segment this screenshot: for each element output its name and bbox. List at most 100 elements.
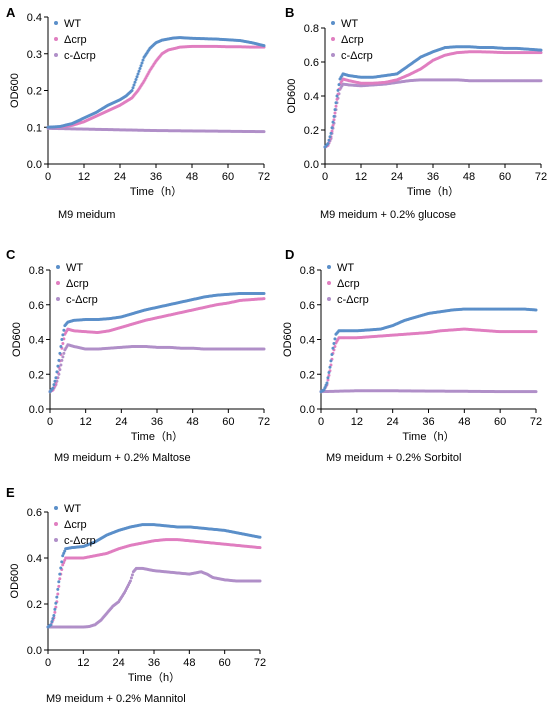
- data-point: [54, 601, 58, 605]
- data-point: [57, 584, 61, 588]
- data-point: [534, 330, 538, 334]
- data-point: [56, 592, 60, 596]
- data-point: [62, 351, 66, 355]
- data-point: [539, 79, 543, 83]
- data-point: [58, 368, 62, 372]
- panel-caption: M9 meidum + 0.2% glucose: [320, 209, 456, 221]
- panel-c: C 0.0 0.2 0.4 0.6 0.8 0 12 24 36 48 60 72 Time（h） OD60…: [6, 247, 270, 464]
- data-point: [258, 579, 262, 583]
- data-point: [54, 605, 58, 609]
- data-point: [61, 355, 65, 359]
- data-point: [60, 338, 64, 341]
- x-tick-label: 12: [78, 171, 90, 183]
- y-axis-title: OD600: [282, 322, 294, 357]
- y-tick-label: 0.3: [27, 49, 42, 61]
- data-point: [62, 551, 66, 555]
- data-point: [139, 64, 143, 68]
- series-crp-complement: [323, 78, 543, 149]
- x-tick-label: 12: [351, 416, 363, 428]
- data-point: [56, 364, 60, 368]
- y-tick-label: 0.4: [304, 91, 319, 103]
- data-point: [56, 587, 60, 591]
- legend-label: WT: [341, 18, 358, 30]
- legend-label: c-Δcrp: [64, 50, 96, 62]
- data-point: [51, 386, 55, 390]
- data-point: [539, 48, 543, 52]
- x-tick-label: 60: [222, 416, 234, 428]
- x-tick-label: 12: [355, 171, 367, 183]
- data-point: [335, 94, 339, 98]
- data-point: [333, 337, 337, 341]
- y-tick-label: 0.0: [27, 645, 42, 657]
- x-tick-label: 0: [45, 171, 51, 183]
- legend-label: Δcrp: [337, 278, 360, 290]
- data-point: [258, 546, 262, 550]
- series-wt: [46, 36, 266, 129]
- x-tick-label: 36: [151, 416, 163, 428]
- x-tick-label: 48: [187, 416, 199, 428]
- y-tick-label: 0.4: [29, 335, 44, 347]
- series-crp-mutant: [46, 538, 262, 629]
- data-point: [58, 351, 62, 355]
- data-point: [61, 333, 65, 337]
- x-tick-label: 36: [427, 171, 439, 183]
- legend-marker: [54, 506, 58, 510]
- data-point: [138, 66, 142, 70]
- data-point: [262, 291, 266, 295]
- series-wt: [319, 307, 538, 394]
- legend-label: Δcrp: [64, 519, 87, 531]
- data-point: [53, 379, 57, 383]
- y-axis-title: OD600: [9, 73, 21, 108]
- y-tick-label: 0.0: [27, 159, 42, 171]
- series-crp-complement: [48, 343, 266, 394]
- data-point: [534, 308, 538, 312]
- data-point: [539, 51, 543, 55]
- data-point: [337, 83, 341, 87]
- data-point: [262, 130, 266, 134]
- y-tick-label: 0.6: [27, 507, 42, 519]
- panel-caption: M9 meidum + 0.2% Sorbitol: [326, 452, 461, 464]
- legend-marker: [327, 265, 331, 269]
- data-point: [334, 104, 338, 108]
- data-point: [326, 142, 330, 146]
- data-point: [58, 577, 62, 581]
- legend-marker: [331, 53, 335, 57]
- data-point: [331, 123, 335, 127]
- data-point: [326, 378, 330, 382]
- panel-letter: D: [285, 247, 294, 262]
- legend-marker: [54, 21, 58, 25]
- data-point: [62, 328, 66, 332]
- panel-b: B 0.0 0.2 0.4 0.6 0.8 0 12 24 36 48 60 72 Time（h） OD60…: [285, 5, 547, 221]
- data-point: [332, 342, 336, 346]
- legend-marker: [54, 522, 58, 526]
- y-axis-title: OD600: [11, 322, 23, 357]
- y-tick-label: 0.6: [29, 300, 44, 312]
- legend-marker: [331, 37, 335, 41]
- data-point: [333, 108, 337, 112]
- legend-label: WT: [64, 503, 81, 515]
- data-point: [323, 386, 327, 390]
- y-tick-label: 0.8: [29, 265, 44, 277]
- data-point: [59, 566, 63, 570]
- data-point: [136, 72, 140, 76]
- data-point: [131, 86, 135, 90]
- x-tick-label: 60: [219, 657, 231, 669]
- legend-label: WT: [337, 262, 354, 274]
- panel-letter: E: [6, 485, 15, 500]
- panel-d: D 0.0 0.2 0.4 0.6 0.8 0 12 24 36 48 60 72 Time（h） OD60…: [282, 247, 542, 464]
- panel-caption: M9 meidum + 0.2% Mannitol: [46, 693, 186, 705]
- panel-letter: A: [6, 5, 16, 20]
- data-point: [59, 363, 63, 367]
- data-point: [262, 297, 266, 301]
- x-tick-label: 72: [258, 416, 270, 428]
- data-point: [140, 61, 144, 65]
- data-point: [328, 135, 332, 139]
- data-point: [334, 101, 338, 105]
- x-axis-title: Time（h）: [128, 671, 180, 684]
- x-axis-title: Time（h）: [131, 430, 183, 443]
- data-point: [336, 88, 340, 92]
- data-point: [330, 129, 334, 133]
- data-point: [132, 83, 136, 87]
- y-tick-label: 0.2: [27, 86, 42, 98]
- legend-marker: [331, 21, 335, 25]
